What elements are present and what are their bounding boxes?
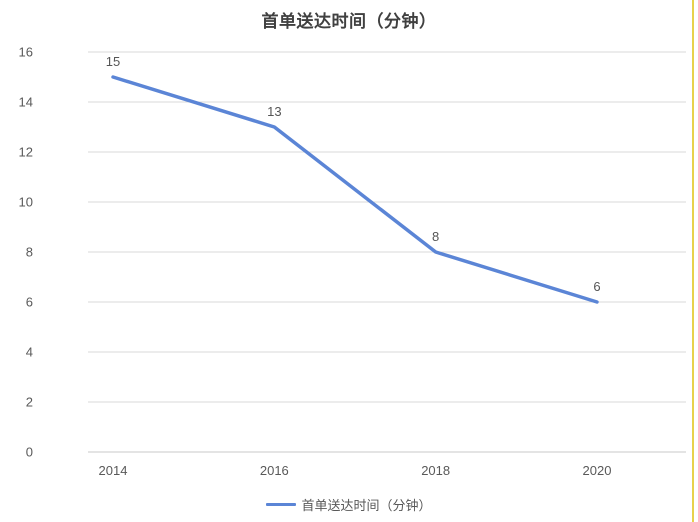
legend-label: 首单送达时间（分钟） (301, 497, 432, 513)
legend-line-swatch (266, 502, 297, 506)
y-axis-tick-label: 16 (19, 45, 33, 60)
series-line (111, 75, 599, 304)
x-axis-tick-label: 2020 (583, 463, 612, 478)
legend: 首单送达时间（分钟） (0, 493, 698, 515)
right-edge-highlight-line (692, 0, 694, 522)
y-axis-tick-label: 0 (26, 445, 33, 460)
y-axis-tick-label: 6 (26, 295, 33, 310)
y-axis-tick-label: 2 (26, 395, 33, 410)
y-axis-tick-label: 10 (19, 195, 33, 210)
x-axis-tick-label: 2016 (260, 463, 289, 478)
x-axis-tick-label: 2018 (421, 463, 450, 478)
data-label: 15 (106, 54, 120, 69)
data-label: 13 (267, 104, 281, 119)
y-axis-tick-label: 14 (19, 95, 33, 110)
chart-title: 首单送达时间（分钟） (261, 12, 437, 31)
x-axis-tick-label: 2014 (99, 463, 128, 478)
y-axis-tick-label: 4 (26, 345, 33, 360)
y-axis-tick-label: 8 (26, 245, 33, 260)
y-axis-tick-label: 12 (19, 145, 33, 160)
data-label: 8 (432, 229, 439, 244)
data-label: 6 (593, 279, 600, 294)
